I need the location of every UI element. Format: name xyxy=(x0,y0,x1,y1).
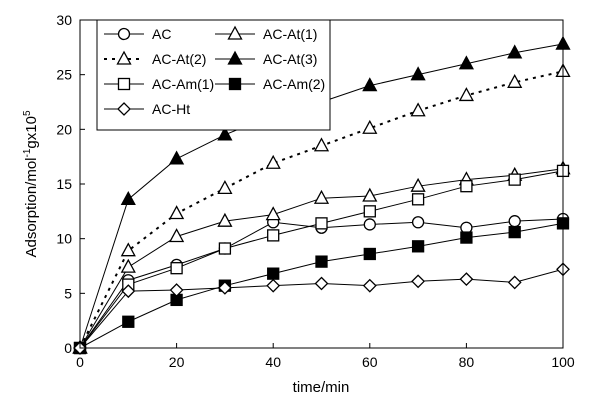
data-point xyxy=(507,44,523,59)
legend-marker xyxy=(117,27,131,41)
legend-label: AC xyxy=(152,26,171,42)
legend-marker xyxy=(117,77,131,91)
y-tick-label: 30 xyxy=(56,12,72,28)
data-point xyxy=(410,177,426,192)
data-point xyxy=(218,242,232,255)
legend-marker xyxy=(228,77,242,91)
y-tick-label: 15 xyxy=(56,176,72,192)
legend-label: AC-Am(2) xyxy=(263,76,325,92)
legend-box xyxy=(96,19,331,131)
data-point xyxy=(170,262,183,275)
data-point xyxy=(217,180,233,195)
data-point xyxy=(411,240,425,253)
data-point xyxy=(508,225,521,239)
data-point xyxy=(313,137,330,152)
data-point xyxy=(507,73,523,88)
y-axis-label: Adsorption/mol-1gx105 xyxy=(22,110,40,258)
series-AC-At(2) xyxy=(72,63,571,354)
x-axis-label: time/min xyxy=(293,379,350,396)
legend-label: AC-Ht xyxy=(152,101,190,117)
legend-marker xyxy=(227,50,243,65)
legend-label: AC-At(3) xyxy=(263,51,317,67)
data-point xyxy=(458,55,474,70)
data-point xyxy=(217,280,232,295)
data-point xyxy=(411,216,425,229)
data-point xyxy=(459,272,474,287)
data-point xyxy=(122,315,135,328)
plot-frame xyxy=(79,19,564,349)
data-point xyxy=(508,215,521,228)
data-point xyxy=(460,231,473,244)
data-point xyxy=(315,217,328,230)
data-point xyxy=(362,278,377,293)
data-point xyxy=(363,205,376,218)
data-point xyxy=(411,193,425,206)
data-point xyxy=(313,189,330,204)
data-point xyxy=(315,255,328,268)
data-point xyxy=(267,267,280,280)
x-tick-label: 80 xyxy=(459,354,475,370)
y-tick-label: 10 xyxy=(56,231,72,247)
data-point xyxy=(265,206,281,221)
x-tick-label: 20 xyxy=(169,354,185,370)
data-point xyxy=(266,278,281,293)
data-point xyxy=(507,275,522,290)
legend-label: AC-At(1) xyxy=(263,26,317,42)
data-point xyxy=(120,242,136,257)
y-tick-label: 20 xyxy=(56,121,72,137)
legend-marker xyxy=(227,25,243,40)
data-point xyxy=(314,276,329,291)
data-point xyxy=(121,284,136,299)
data-point xyxy=(120,190,136,205)
data-point xyxy=(460,180,473,193)
data-point xyxy=(169,228,185,243)
data-point xyxy=(362,187,378,202)
y-tick-label: 25 xyxy=(56,67,72,83)
data-point xyxy=(362,119,378,134)
data-point xyxy=(217,126,233,141)
data-point xyxy=(169,205,185,220)
x-tick-label: 40 xyxy=(265,354,281,370)
data-point xyxy=(362,77,378,92)
data-point xyxy=(265,154,281,169)
x-tick-label: 60 xyxy=(362,354,378,370)
x-tick-label: 100 xyxy=(551,354,575,370)
legend-label: AC-Am(1) xyxy=(152,76,214,92)
x-tick-label: 0 xyxy=(76,354,84,370)
series-AC-Ht xyxy=(73,262,570,355)
data-point xyxy=(267,229,280,242)
legend: AC AC-At(1) AC-At(2) AC-At(3) AC-Am(1) AC-Am(… xyxy=(96,19,331,131)
data-point xyxy=(217,212,233,227)
legend-label: AC-At(2) xyxy=(152,51,206,67)
data-point xyxy=(363,218,376,231)
data-point xyxy=(458,87,474,102)
data-point xyxy=(410,102,426,117)
data-point xyxy=(169,150,185,165)
data-point xyxy=(169,283,184,297)
data-point xyxy=(120,258,136,273)
data-point xyxy=(411,274,426,289)
y-tick-label: 5 xyxy=(64,285,72,301)
data-point xyxy=(508,173,521,186)
legend-marker xyxy=(117,102,131,116)
data-point xyxy=(363,247,376,261)
y-tick-label: 0 xyxy=(64,340,72,356)
data-point xyxy=(410,66,426,81)
legend-marker xyxy=(116,50,132,65)
